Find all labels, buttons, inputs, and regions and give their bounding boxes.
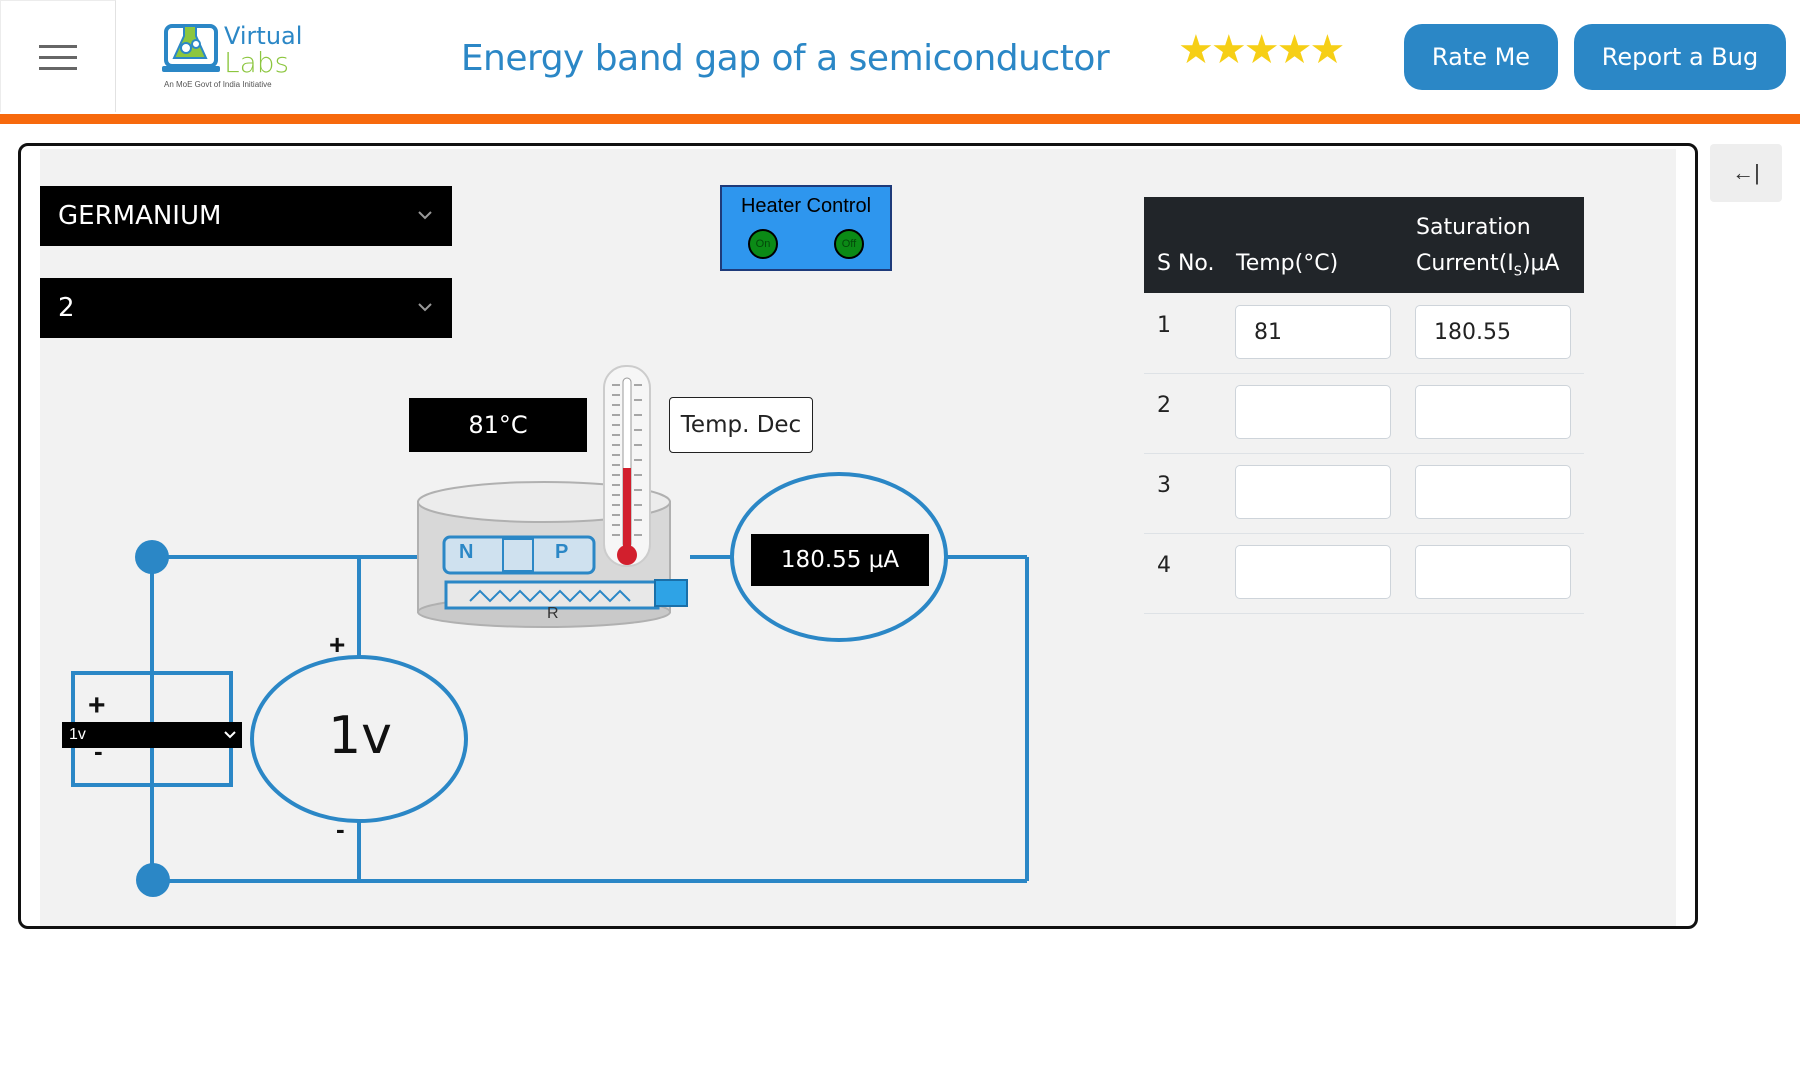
battery-minus-sign: - (94, 736, 103, 766)
heater-control-label: Heater Control (740, 195, 872, 217)
logo-sub: Labs (224, 46, 290, 79)
virtual-labs-logo[interactable]: Virtual Labs An MoE Govt of India Initia… (160, 18, 303, 94)
current-input[interactable] (1415, 545, 1571, 599)
header-temp: Temp(°C) (1236, 251, 1339, 276)
hamburger-icon (39, 44, 77, 70)
current-input[interactable] (1415, 465, 1571, 519)
option-select-value: 2 (58, 293, 75, 323)
chevron-down-icon (224, 731, 236, 739)
temperature-display: 81°C (409, 398, 587, 452)
temp-dec-button[interactable]: Temp. Dec (669, 397, 813, 453)
voltage-select-value: 1v (69, 726, 86, 743)
option-select[interactable]: 2 (40, 278, 452, 338)
current-input[interactable]: 180.55 (1415, 305, 1571, 359)
observation-table-header: S No. Temp(°C) Saturation Current(IS)μA (1144, 197, 1584, 293)
voltmeter-minus-sign: - (336, 814, 345, 844)
chevron-down-icon (418, 303, 432, 312)
row-divider (1144, 373, 1584, 374)
row-divider (1144, 453, 1584, 454)
row-sno: 2 (1157, 393, 1171, 418)
voltmeter-plus-sign: + (329, 629, 346, 660)
battery-plus-sign: + (88, 689, 106, 722)
report-bug-button[interactable]: Report a Bug (1574, 24, 1786, 90)
row-sno: 3 (1157, 473, 1171, 498)
menu-button[interactable] (0, 0, 116, 112)
current-display: 180.55 μA (751, 534, 929, 586)
rate-me-button[interactable]: Rate Me (1404, 24, 1558, 90)
temp-input[interactable] (1235, 465, 1391, 519)
heater-on-button[interactable]: On (748, 229, 778, 259)
diode-p-label: P (555, 541, 569, 563)
header-sno: S No. (1157, 251, 1215, 276)
diode-n-label: N (459, 541, 474, 563)
voltmeter-reading: 1v (328, 706, 392, 766)
row-divider (1144, 533, 1584, 534)
temp-input[interactable] (1235, 385, 1391, 439)
collapse-panel-button[interactable]: ←| (1710, 144, 1782, 202)
chevron-down-icon (418, 211, 432, 220)
material-select[interactable]: GERMANIUM (40, 186, 452, 246)
temp-input[interactable]: 81 (1235, 305, 1391, 359)
heater-off-button[interactable]: Off (834, 229, 864, 259)
rating-stars[interactable]: ★★★★★ (1178, 28, 1345, 72)
thermometer-icon (603, 365, 651, 567)
row-divider (1144, 613, 1584, 614)
material-select-value: GERMANIUM (58, 201, 222, 231)
row-sno: 4 (1157, 553, 1171, 578)
row-sno: 1 (1157, 313, 1171, 338)
header-current: Current(IS)μA (1416, 251, 1560, 279)
resistor-label: R (547, 605, 559, 622)
voltage-select[interactable]: 1v (62, 722, 242, 748)
heater-control: Heater Control On Off (720, 185, 892, 271)
logo-tagline: An MoE Govt of India Initiative (164, 80, 272, 89)
flask-icon (162, 24, 220, 72)
current-input[interactable] (1415, 385, 1571, 439)
top-header: Virtual Labs An MoE Govt of India Initia… (0, 0, 1800, 114)
page-title: Energy band gap of a semiconductor (460, 38, 1110, 79)
header-current-sub: S (1513, 264, 1522, 280)
temp-input[interactable] (1235, 545, 1391, 599)
header-current-unit: )μA (1521, 251, 1560, 276)
header-saturation: Saturation (1416, 215, 1531, 240)
header-current-text: Current(I (1416, 251, 1514, 276)
junction-node (135, 540, 169, 574)
junction-node (136, 863, 170, 897)
logo-title: Virtual (224, 22, 303, 50)
header-divider (0, 114, 1800, 124)
